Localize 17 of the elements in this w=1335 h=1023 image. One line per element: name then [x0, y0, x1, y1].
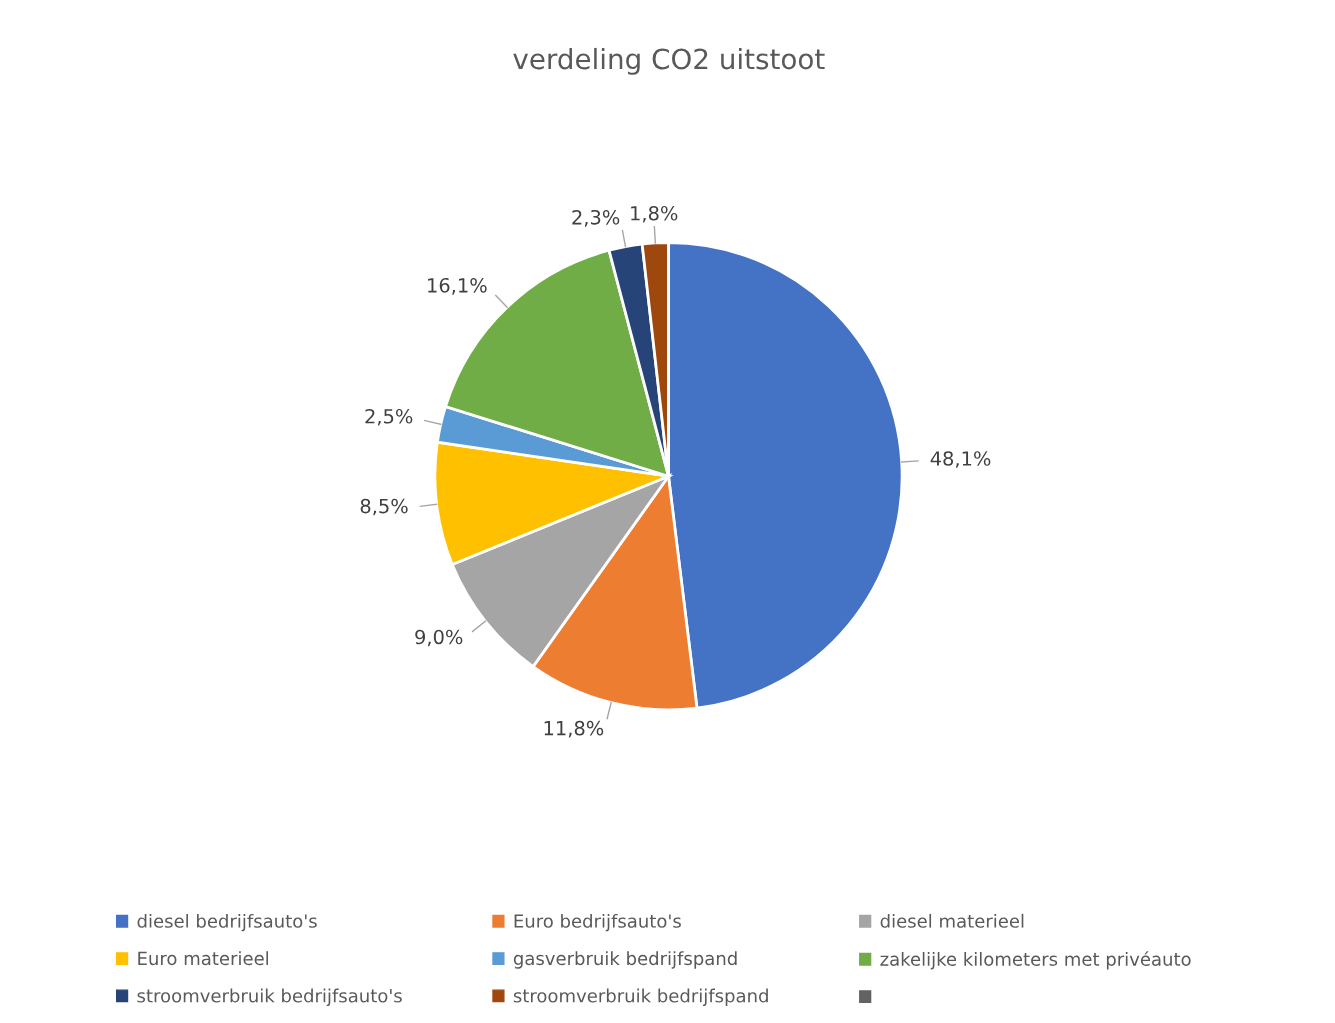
legend-label: stroomverbruik bedrijfspand — [513, 988, 768, 1007]
legend-label: gasverbruik bedrijfspand — [513, 951, 737, 969]
legend-label: stroomverbruik bedrijfsauto's — [137, 988, 402, 1007]
data-label: 16,1% — [428, 277, 487, 295]
data-label: 2,3% — [572, 209, 620, 227]
legend-label: diesel bedrijfsauto's — [137, 913, 317, 932]
legend-label: zakelijke kilometers met privéauto — [880, 951, 1191, 970]
chart-title: verdeling CO2 uitstoot — [513, 47, 825, 75]
legend-label: Euro materieel — [138, 951, 269, 966]
data-label: 11,8% — [544, 720, 604, 738]
data-label: 8,5% — [360, 498, 408, 516]
legend-label: diesel materieel — [880, 913, 1024, 928]
data-label: 2,5% — [365, 408, 413, 426]
data-label: 9,0% — [415, 629, 463, 647]
data-label: 48,1% — [930, 451, 991, 468]
legend-label: Euro bedrijfsauto's — [514, 913, 681, 932]
data-label: 1,8% — [631, 205, 678, 223]
